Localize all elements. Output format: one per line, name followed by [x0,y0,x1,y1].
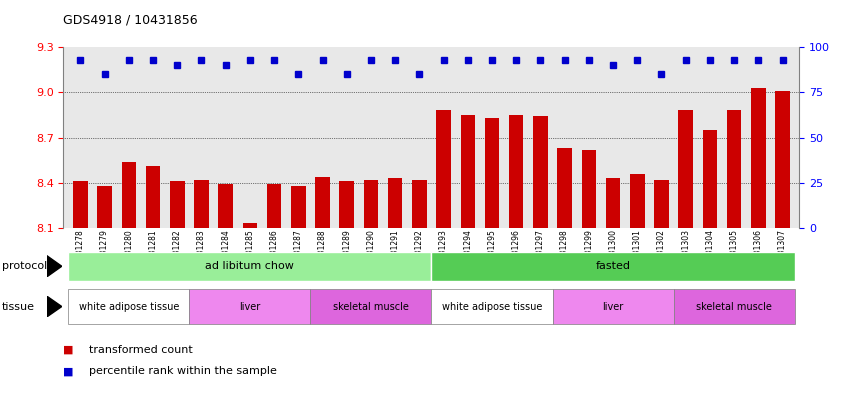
Text: skeletal muscle: skeletal muscle [333,301,409,312]
Text: fasted: fasted [596,261,630,271]
Bar [291,186,305,228]
Text: skeletal muscle: skeletal muscle [696,301,772,312]
Text: white adipose tissue: white adipose tissue [79,301,179,312]
Bar [703,130,717,228]
Text: percentile rank within the sample: percentile rank within the sample [89,366,277,376]
Polygon shape [47,296,62,317]
Bar [751,88,766,228]
Bar [727,110,741,228]
Bar [581,150,596,228]
Text: liver: liver [602,301,624,312]
Bar [364,180,378,228]
Text: ■: ■ [63,345,74,355]
Text: transformed count: transformed count [89,345,193,355]
Bar [437,110,451,228]
Bar [73,181,88,228]
Bar [460,115,475,228]
Bar [170,181,184,228]
Bar [630,174,645,228]
Bar [654,180,668,228]
Bar [266,184,282,228]
Text: tissue: tissue [2,301,35,312]
Bar [316,177,330,228]
Bar [243,224,257,228]
Text: ■: ■ [63,366,74,376]
Bar [412,180,426,228]
Bar [339,181,354,228]
Bar [606,178,620,228]
Bar [558,148,572,228]
Bar [97,186,112,228]
Text: GDS4918 / 10431856: GDS4918 / 10431856 [63,14,198,27]
Text: liver: liver [239,301,261,312]
Bar [533,116,547,228]
Bar [195,180,209,228]
Bar [485,118,499,228]
Polygon shape [47,255,62,277]
Text: protocol: protocol [2,261,47,271]
Bar [387,178,403,228]
Bar [509,115,524,228]
Bar [122,162,136,228]
Bar [146,166,160,228]
Bar [218,184,233,228]
Text: ad libitum chow: ad libitum chow [206,261,294,271]
Bar [678,110,693,228]
Text: white adipose tissue: white adipose tissue [442,301,542,312]
Bar [775,91,790,228]
